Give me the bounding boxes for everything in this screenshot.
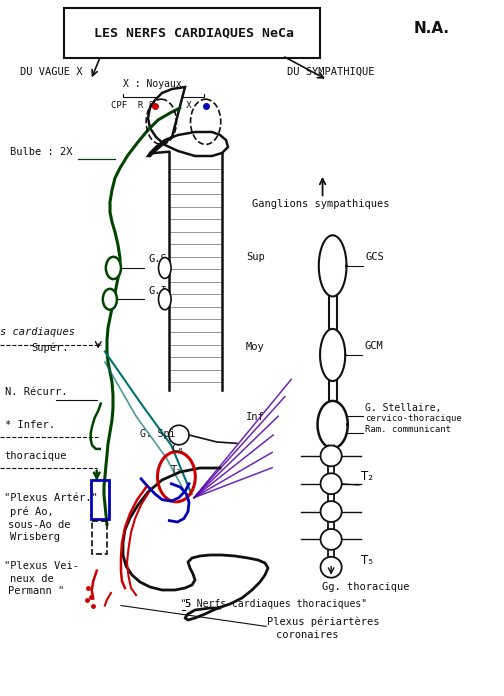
Text: Sup: Sup bbox=[246, 252, 265, 262]
Text: Ram. communicant: Ram. communicant bbox=[365, 425, 451, 434]
Text: "Plexus Vei-: "Plexus Vei- bbox=[4, 562, 79, 571]
Text: DU VAGUE X: DU VAGUE X bbox=[20, 68, 83, 77]
Ellipse shape bbox=[321, 445, 342, 466]
Text: N.A.: N.A. bbox=[413, 21, 449, 36]
Ellipse shape bbox=[321, 501, 342, 522]
Ellipse shape bbox=[321, 529, 342, 550]
FancyBboxPatch shape bbox=[64, 8, 320, 58]
Text: G. Spi: G. Spi bbox=[140, 429, 175, 439]
Text: pré Ao,: pré Ao, bbox=[10, 507, 54, 517]
Text: coronaires: coronaires bbox=[276, 630, 339, 640]
Text: Gg. thoracique: Gg. thoracique bbox=[322, 583, 409, 592]
Text: "Plexus Artér.": "Plexus Artér." bbox=[4, 493, 98, 503]
Text: G. Stellaire,: G. Stellaire, bbox=[365, 403, 442, 413]
Text: Plexus périartères: Plexus périartères bbox=[267, 617, 380, 627]
Polygon shape bbox=[148, 87, 228, 156]
Polygon shape bbox=[318, 401, 348, 448]
Text: X : Noyaux: X : Noyaux bbox=[123, 79, 182, 89]
Text: cervico-thoracique: cervico-thoracique bbox=[365, 414, 462, 423]
Text: DU SYMPATHIQUE: DU SYMPATHIQUE bbox=[287, 68, 375, 77]
Ellipse shape bbox=[103, 289, 117, 310]
Text: T₅: T₅ bbox=[361, 554, 373, 567]
Ellipse shape bbox=[158, 258, 171, 278]
Text: Supér.: Supér. bbox=[31, 343, 69, 354]
Text: CPF  R & D du X: CPF R & D du X bbox=[111, 101, 192, 110]
Text: Bulbe : 2X: Bulbe : 2X bbox=[10, 147, 73, 157]
Text: GCS: GCS bbox=[365, 253, 384, 262]
Text: neux de: neux de bbox=[10, 574, 54, 584]
Text: sous-Ao de: sous-Ao de bbox=[8, 520, 70, 530]
Polygon shape bbox=[320, 329, 345, 381]
Text: s cardiaques: s cardiaques bbox=[0, 328, 75, 338]
Ellipse shape bbox=[321, 557, 342, 578]
Text: G.S: G.S bbox=[149, 255, 167, 264]
Text: GCM: GCM bbox=[364, 342, 383, 351]
Text: T₂: T₂ bbox=[361, 470, 373, 483]
Text: “5: “5 bbox=[180, 599, 192, 609]
Text: * Infer.: * Infer. bbox=[5, 420, 55, 430]
Ellipse shape bbox=[158, 289, 171, 310]
Text: C₈: C₈ bbox=[171, 445, 183, 454]
Text: Ganglions sympathiques: Ganglions sympathiques bbox=[252, 200, 390, 209]
Text: Permann ": Permann " bbox=[8, 587, 64, 596]
Text: G.I: G.I bbox=[149, 286, 167, 296]
Ellipse shape bbox=[169, 425, 189, 445]
Text: thoracique: thoracique bbox=[4, 452, 67, 461]
Text: Moy: Moy bbox=[246, 342, 265, 352]
Text: Inf: Inf bbox=[246, 412, 265, 422]
Text: 5 Nerfs cardiaques thoraciques": 5 Nerfs cardiaques thoraciques" bbox=[185, 599, 367, 609]
Ellipse shape bbox=[321, 473, 342, 494]
Text: Wrisberg: Wrisberg bbox=[10, 532, 60, 542]
Text: N. Récurr.: N. Récurr. bbox=[5, 388, 68, 397]
Text: LES NERFS CARDIAQUES NeCa: LES NERFS CARDIAQUES NeCa bbox=[94, 27, 294, 40]
Bar bbox=[91, 480, 109, 519]
Ellipse shape bbox=[106, 257, 121, 279]
Text: T₂: T₂ bbox=[170, 466, 181, 475]
Polygon shape bbox=[319, 235, 347, 296]
Bar bbox=[92, 521, 107, 554]
